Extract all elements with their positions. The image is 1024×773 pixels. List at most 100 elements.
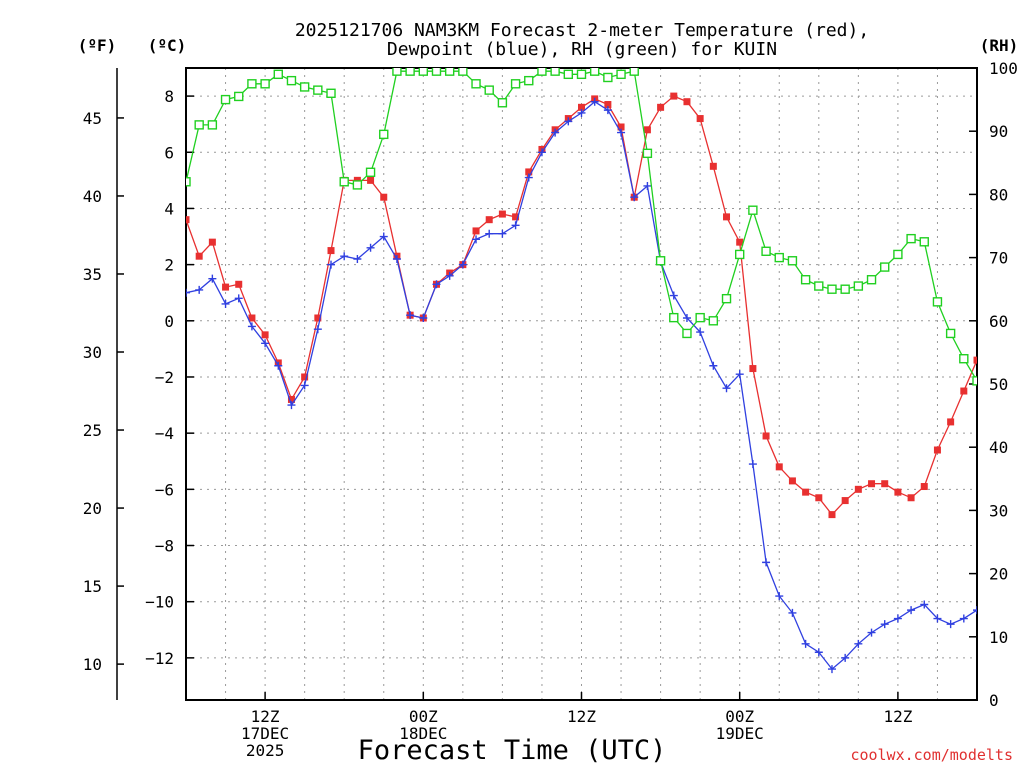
rh-point [458,68,468,76]
temperature-point [933,446,941,454]
celsius-tick-label: 4 [164,199,174,218]
temperature-point [248,314,256,322]
temperature-point [498,210,506,218]
rh-point [814,281,824,291]
rh-point [352,180,363,190]
dewpoint-point [577,108,586,117]
celsius-tick-label: −12 [145,649,174,668]
rh-tick-label: 50 [989,375,1008,394]
temperature-point [947,418,955,426]
rh-point [919,237,929,247]
celsius-unit-label: (ºC) [148,36,187,55]
rh-point [866,275,877,285]
rh-point [576,69,587,80]
temperature-point [261,331,269,339]
dewpoint-point [933,614,942,623]
rh-point [537,68,547,76]
rh-point [945,328,956,339]
temperature-point [973,356,977,364]
rh-tick-label: 30 [989,501,1008,520]
rh-point [708,316,719,326]
dewpoint-point [722,384,731,393]
rh-tick-label: 10 [989,628,1008,647]
rh-point [721,293,732,304]
chart-title-line1: 2025121706 NAM3KM Forecast 2-meter Tempe… [295,20,869,41]
temperature-point [775,463,783,471]
x-tick-label: 12Z [883,707,912,726]
rh-point [589,68,600,76]
rh-point [827,284,837,294]
dewpoint-point [827,665,836,674]
rh-tick-label: 70 [989,249,1008,268]
fahrenheit-tick-label: 40 [83,187,102,206]
dewpoint-point [485,229,494,238]
dewpoint-point [300,381,309,390]
rh-point [484,85,494,95]
dewpoint-point [907,606,916,615]
temperature-point [854,485,862,493]
rh-point [339,177,349,187]
rh-point [326,88,336,98]
dewpoint-point [511,221,520,230]
rh-point [629,68,639,76]
celsius-tick-label: −8 [155,537,174,556]
temperature-point [723,213,731,221]
temperature-point [894,488,902,496]
dewpoint-point [801,639,810,648]
rh-point [840,284,850,294]
chart-title-line2: Dewpoint (blue), RH (green) for KUIN [387,39,777,60]
rh-point [207,120,218,130]
rh-point [273,69,283,80]
rh-point [220,94,231,105]
temperature-point [788,477,796,485]
fahrenheit-tick-label: 25 [83,421,102,440]
dewpoint-point [643,181,652,190]
rh-point [524,75,534,86]
rh-point [418,68,428,76]
temperature-point [683,98,691,106]
dewpoint-point [221,299,230,308]
temperature-point [485,216,493,224]
rh-point [299,82,310,92]
rh-point [603,72,613,83]
temperature-point [512,213,520,221]
rh-point [893,249,903,260]
rh-point [405,68,415,76]
dewpoint-point [630,193,639,202]
rh-point [748,205,758,215]
rh-point [669,312,679,323]
dewpoint-point [327,260,336,269]
temperature-point [736,238,744,246]
celsius-tick-label: 6 [164,143,174,162]
celsius-tick-label: −2 [155,368,174,387]
watermark: coolwx.com/modelts [850,746,1013,764]
rh-point [932,297,943,307]
dewpoint-point [524,173,533,182]
rh-point [774,252,784,263]
dewpoint-point [946,620,955,629]
rh-point [563,69,574,80]
dewpoint-point [682,313,691,322]
temperature-point [195,252,203,260]
temperature-point [960,387,968,395]
rh-tick-label: 80 [989,185,1008,204]
fahrenheit-tick-label: 10 [83,655,102,674]
rh-point [550,68,560,76]
celsius-tick-label: 2 [164,256,174,275]
temperature-point [907,494,915,502]
temperature-point [657,103,665,111]
dewpoint-point [445,271,454,280]
temperature-point [287,395,295,403]
dewpoint-point [973,606,977,615]
dewpoint-point [419,313,428,322]
fahrenheit-tick-label: 20 [83,499,102,518]
dewpoint-point [498,229,507,238]
dewpoint-point [186,288,190,297]
temperature-point [314,314,322,322]
dewpoint-point [854,639,863,648]
x-axis-title: Forecast Time (UTC) [358,735,667,766]
rh-point [695,312,705,323]
temperature-point [670,92,678,100]
dewpoint-point [893,614,902,623]
